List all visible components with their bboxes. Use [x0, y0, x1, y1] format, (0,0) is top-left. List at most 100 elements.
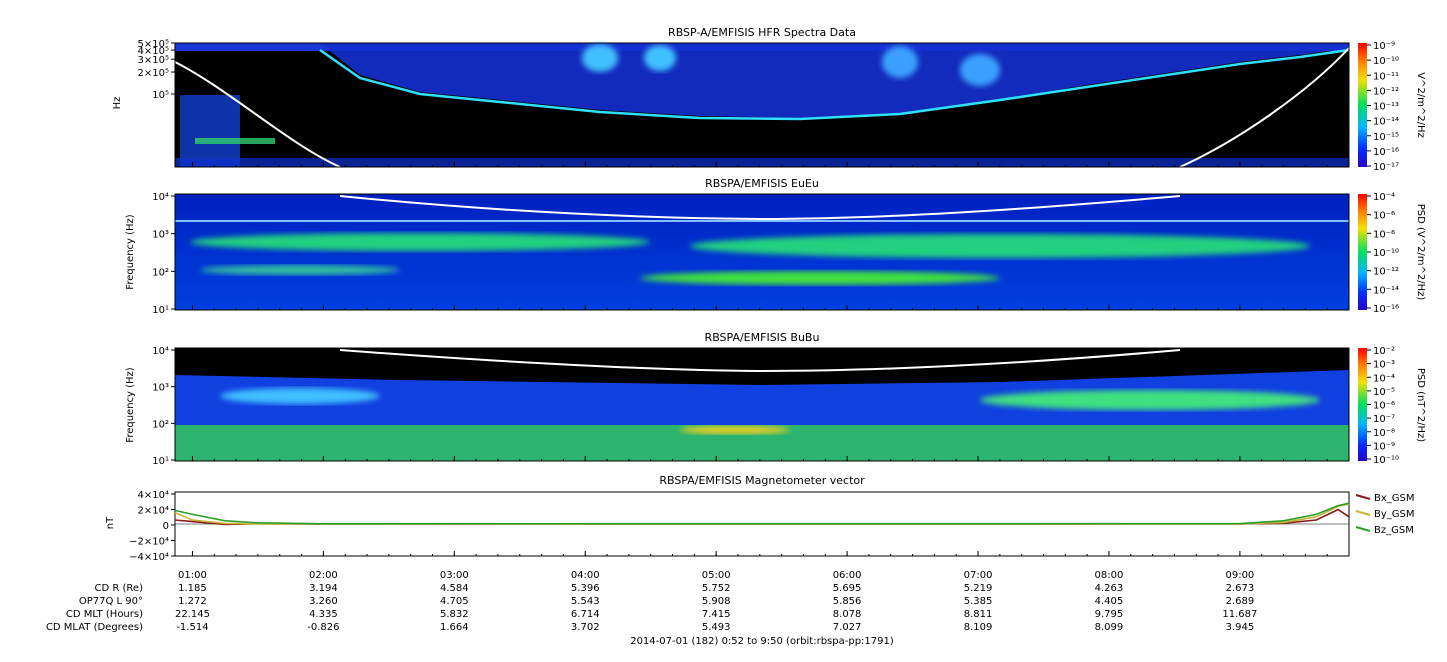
- hfr-tick-label: 5×10⁵: [138, 39, 169, 50]
- mag-legend: Bx_GSM By_GSM Bz_GSM: [1355, 493, 1415, 536]
- x-tick-label: 03:00: [440, 570, 469, 581]
- hfr-bottom-band: [175, 158, 1349, 167]
- bubu-white-curve: [339, 349, 1181, 373]
- eueu-cbar-label: 10⁻¹⁴: [1373, 285, 1399, 296]
- eueu-cbar-label: 10⁻¹⁶: [1373, 304, 1399, 315]
- mag-y-ticks: 4×10⁴ 2×10⁴ 0 −2×10⁴ −4×10⁴: [129, 490, 175, 563]
- bubu-band: [980, 390, 1320, 410]
- ephemeris-row-label: CD MLT (Hours): [66, 609, 143, 620]
- hfr-tick-label: 4×10⁵: [138, 46, 169, 57]
- ephemeris-value: 6.714: [571, 609, 600, 620]
- eueu-tick-label: 10⁴: [152, 192, 169, 203]
- ephemeris-value: 4.705: [440, 596, 469, 607]
- ephemeris-value: 5.543: [571, 596, 600, 607]
- mag-tick-label: 2×10⁴: [138, 506, 169, 517]
- ephemeris-value: 3.702: [571, 622, 600, 633]
- legend-swatch-By_GSM: [1355, 510, 1371, 516]
- ephemeris-value: 11.687: [1222, 609, 1257, 620]
- ephemeris-value: 7.415: [702, 609, 731, 620]
- eueu-cbar-label: 10⁻¹²: [1373, 267, 1399, 278]
- hfr-frame: [174, 42, 1350, 168]
- ephemeris-value: 5.396: [571, 583, 600, 594]
- eueu-tick-label: 10¹: [152, 305, 169, 316]
- hfr-tick-label: 2×10⁵: [138, 68, 169, 79]
- bubu-ylabel: Frequency (Hz): [125, 367, 136, 443]
- hfr-cbar-label: 10⁻¹⁴: [1373, 117, 1399, 128]
- hfr-colorbar-ticks: 10⁻⁹ 10⁻¹⁰ 10⁻¹¹ 10⁻¹² 10⁻¹³ 10⁻¹⁴ 10⁻¹⁵ 10⁻¹⁶ 1…: [1367, 41, 1399, 173]
- eueu-colorbar-ticks: 10⁻⁴ 10⁻⁶ 10⁻⁸ 10⁻¹⁰ 10⁻¹² 10⁻¹⁴ 10⁻¹⁶: [1367, 192, 1399, 315]
- bubu-colorbar: [1358, 348, 1367, 461]
- eueu-green-band: [690, 234, 1310, 258]
- ephemeris-row-label: CD R (Re): [95, 583, 144, 594]
- bubu-cbar-label: 10⁻⁹: [1373, 441, 1395, 452]
- mag-series: [174, 502, 1350, 526]
- bubu-colorbar-label: PSD (nT^2/Hz): [1415, 368, 1426, 442]
- bubu-frame: [174, 347, 1350, 462]
- hfr-title: RBSP-A/EMFISIS HFR Spectra Data: [668, 26, 856, 39]
- ephemeris-value: 22.145: [175, 609, 210, 620]
- bubu-band: [220, 388, 380, 404]
- eueu-white-curve: [339, 195, 1181, 221]
- ephemeris-value: 5.493: [702, 622, 731, 633]
- hfr-cbar-label: 10⁻¹²: [1373, 86, 1399, 97]
- eueu-tick-label: 10²: [152, 267, 169, 278]
- ephemeris-value: 5.856: [833, 596, 862, 607]
- legend-label-By_GSM: By_GSM: [1374, 509, 1415, 520]
- ephemeris-value: 1.272: [178, 596, 207, 607]
- eueu-colorbar: [1358, 194, 1367, 310]
- bubu-cbar-label: 10⁻⁶: [1373, 401, 1395, 412]
- ephemeris-value: 2.673: [1226, 583, 1255, 594]
- eueu-cbar-label: 10⁻¹⁰: [1373, 248, 1399, 259]
- eueu-cbar-label: 10⁻⁶: [1373, 211, 1395, 222]
- ephemeris-value: 8.078: [833, 609, 862, 620]
- x-tick-label: 05:00: [702, 570, 731, 581]
- mag-ylabel: nT: [105, 516, 116, 529]
- x-tick-label: 04:00: [571, 570, 600, 581]
- bubu-cbar-label: 10⁻³: [1373, 360, 1395, 371]
- ephemeris-value: 8.099: [1095, 622, 1124, 633]
- bubu-panel: RBSPA/EMFISIS BuBu 10⁴ 10³ 10² 10¹ Frequenc…: [125, 331, 1426, 467]
- ephemeris-value: 4.584: [440, 583, 469, 594]
- x-tick-label: 07:00: [964, 570, 993, 581]
- eueu-cbar-label: 10⁻⁸: [1373, 229, 1395, 240]
- mag-tick-label: −2×10⁴: [129, 537, 169, 548]
- hfr-blob: [960, 54, 1000, 86]
- hfr-blob: [882, 46, 918, 78]
- ephemeris-row-label: CD MLAT (Degrees): [46, 622, 143, 633]
- ephemeris-value: 3.945: [1226, 622, 1255, 633]
- hfr-cbar-label: 10⁻¹⁰: [1373, 56, 1399, 67]
- eueu-cbar-label: 10⁻⁴: [1373, 192, 1395, 203]
- eueu-ylabel: Frequency (Hz): [125, 214, 136, 290]
- hfr-cbar-label: 10⁻¹⁶: [1373, 147, 1399, 158]
- bubu-tick-label: 10¹: [152, 456, 169, 467]
- bubu-tick-label: 10⁴: [152, 346, 169, 357]
- mag-series-Bz_GSM: [174, 502, 1350, 525]
- mag-tick-label: −4×10⁴: [129, 552, 169, 563]
- bubu-y-ticks: 10⁴ 10³ 10² 10¹: [152, 346, 175, 467]
- legend-label-Bx_GSM: Bx_GSM: [1374, 493, 1415, 504]
- ephemeris-row-label: OP77Q L 90°: [79, 596, 143, 607]
- hfr-cbar-label: 10⁻¹¹: [1373, 71, 1399, 82]
- hfr-colorbar: [1358, 43, 1367, 167]
- ephemeris-value: 3.260: [309, 596, 338, 607]
- ephemeris-value: 7.027: [833, 622, 862, 633]
- ephemeris-value: 9.795: [1095, 609, 1124, 620]
- hfr-upper-region: [175, 43, 1349, 118]
- ephemeris-value: 8.811: [964, 609, 993, 620]
- mag-tick-label: 0: [163, 521, 169, 532]
- ephemeris-value: 5.832: [440, 609, 469, 620]
- ephemeris-value: -1.514: [176, 622, 208, 633]
- eueu-title: RBSPA/EMFISIS EuEu: [705, 177, 819, 190]
- legend-label-Bz_GSM: Bz_GSM: [1374, 525, 1414, 536]
- hfr-left-noise: [180, 95, 240, 167]
- eueu-tick-label: 10³: [152, 230, 169, 241]
- hfr-cbar-label: 10⁻¹³: [1373, 102, 1399, 113]
- bubu-band: [680, 426, 790, 434]
- ephemeris-value: -0.826: [307, 622, 339, 633]
- mag-title: RBSPA/EMFISIS Magnetometer vector: [659, 474, 865, 487]
- x-tick-label: 01:00: [178, 570, 207, 581]
- mag-panel: RBSPA/EMFISIS Magnetometer vector 4×10⁴ 2…: [105, 474, 1415, 563]
